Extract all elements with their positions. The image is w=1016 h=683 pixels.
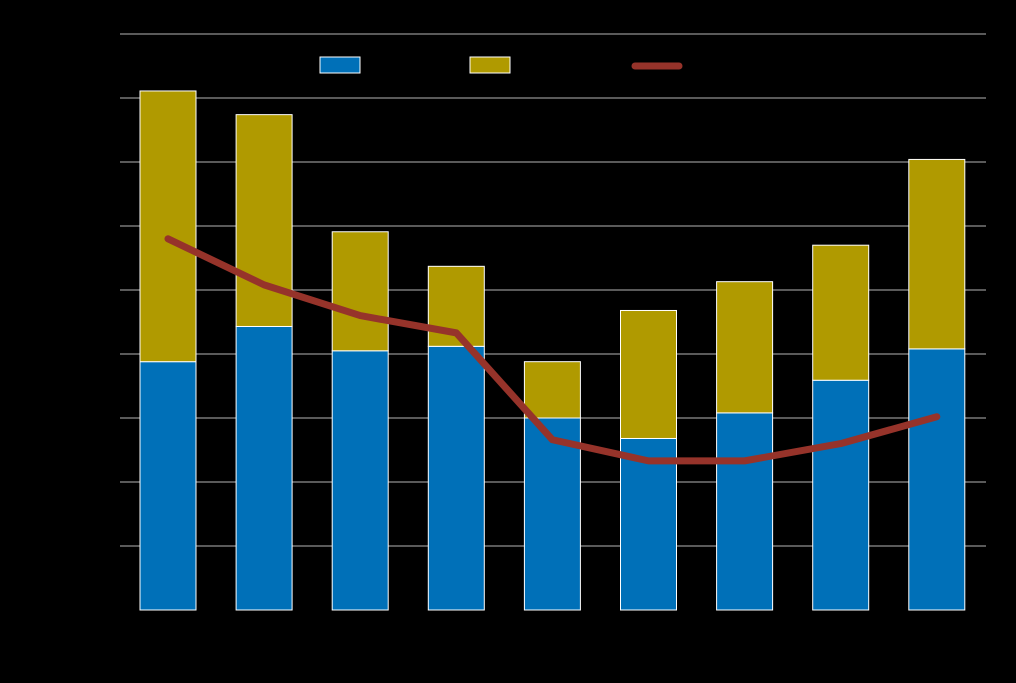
bar-series-1-item-4 <box>427 345 485 611</box>
bar-series-1-item-1 <box>139 361 197 611</box>
bar-series-2-item-9 <box>908 158 966 350</box>
bar-series-1-item-8 <box>812 379 870 611</box>
legend-swatch-series-1 <box>319 56 361 74</box>
legend <box>319 56 683 74</box>
bar-series-1-item-6 <box>620 437 677 611</box>
bar-series-1-item-9 <box>908 348 966 611</box>
bar-series-2-item-5 <box>523 361 581 419</box>
bar-series-2-item-7 <box>716 281 774 414</box>
bar-series-2-item-1 <box>139 90 197 363</box>
line-series-layer <box>164 235 941 465</box>
bar-series-1-item-3 <box>331 350 389 611</box>
bar-series-2-item-8 <box>812 244 870 381</box>
bar-series-1-item-2 <box>235 325 293 611</box>
legend-swatch-series-2 <box>469 56 511 74</box>
line-series-1 <box>164 235 941 465</box>
bar-series-2-item-3 <box>331 231 389 352</box>
bars <box>139 90 966 611</box>
bar-series-1-item-5 <box>523 417 581 611</box>
bar-series-1-item-7 <box>716 412 774 611</box>
bar-series-2-item-6 <box>620 309 677 439</box>
